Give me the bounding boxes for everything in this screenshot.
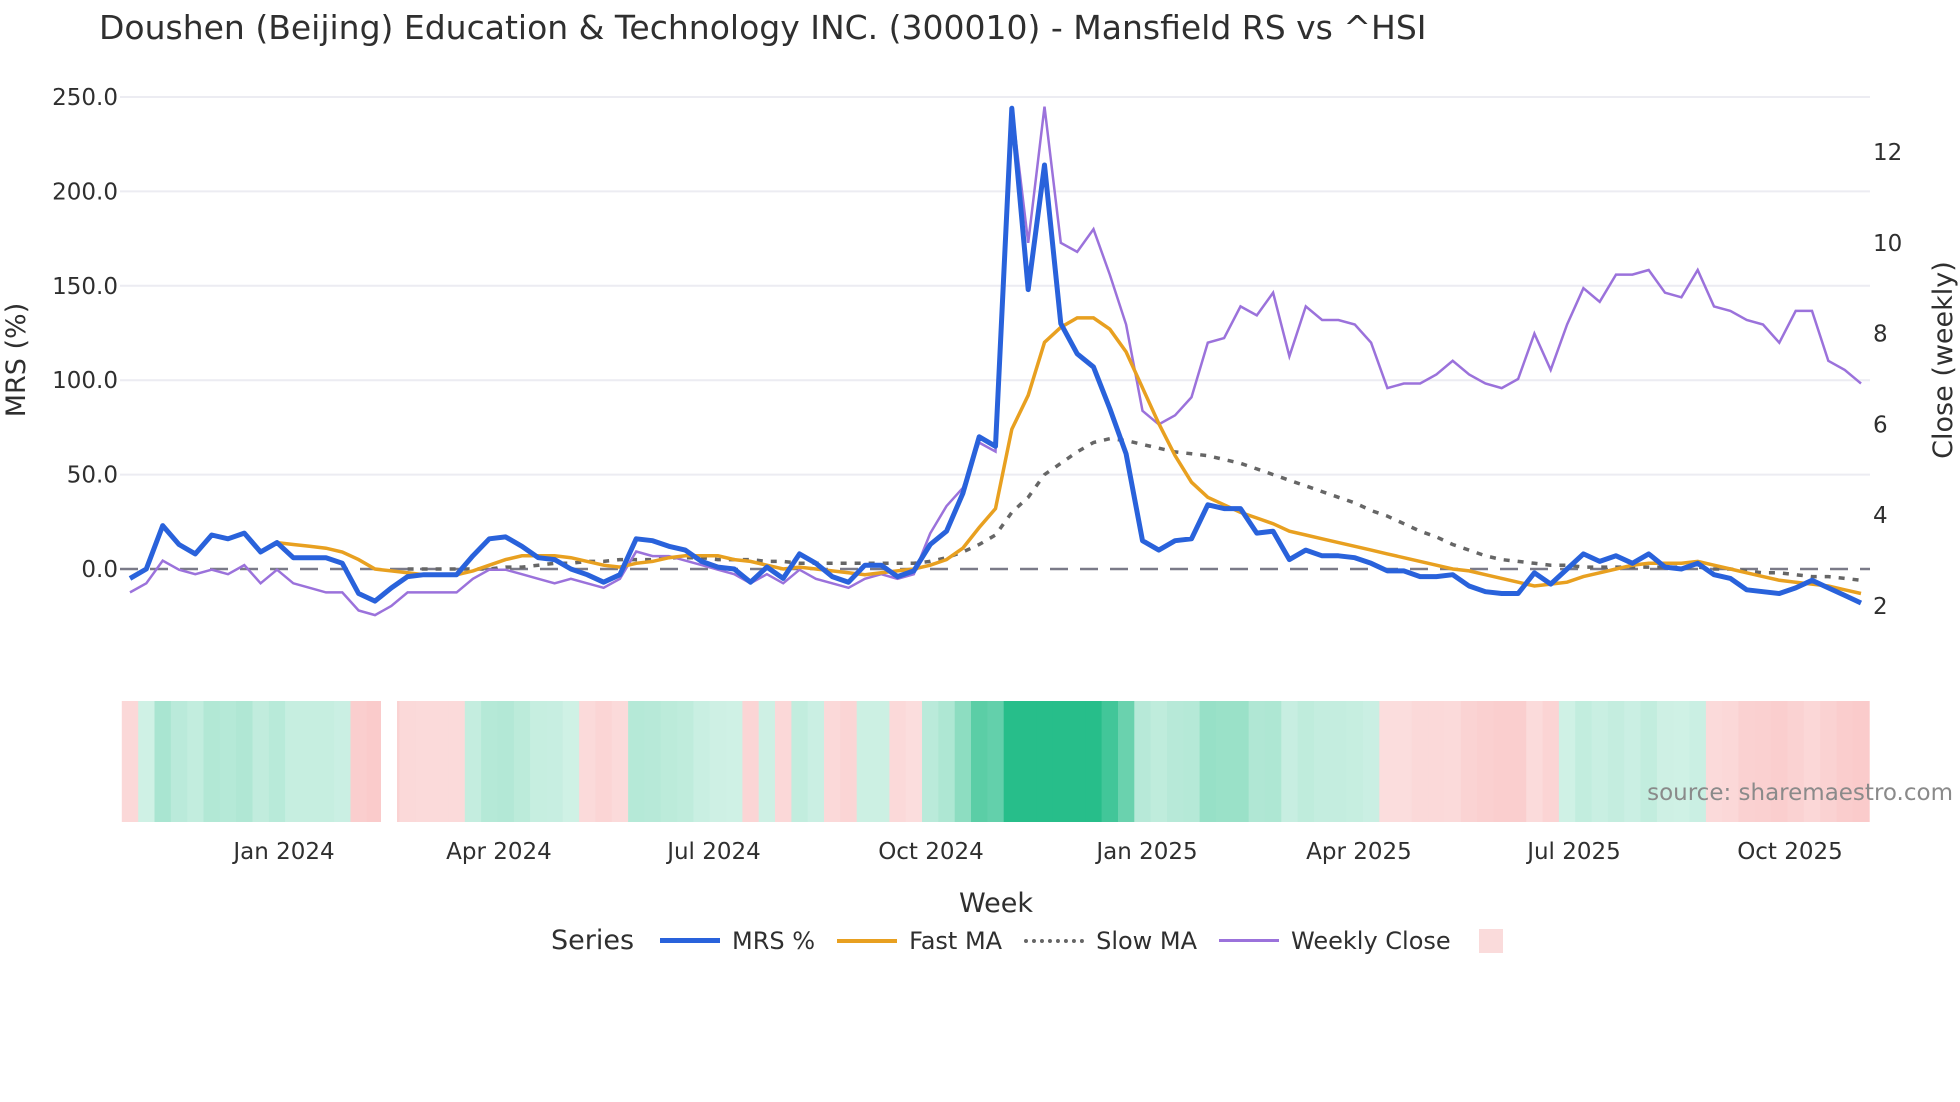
line-swatch-icon	[1219, 939, 1280, 942]
x-axis-title: Week	[959, 888, 1033, 919]
mrs-heatmap-band	[121, 700, 1870, 823]
y-tick-label: 100.0	[52, 368, 118, 394]
heat-swatch-icon	[1478, 928, 1503, 953]
x-tick-label: Jan 2024	[231, 839, 334, 865]
legend-item-mrs[interactable]: MRS %	[660, 927, 815, 955]
y2-tick-label: 10	[1873, 231, 1902, 257]
x-tick-label: Jul 2024	[665, 839, 761, 865]
gridlines	[120, 96, 1870, 476]
line-swatch-icon	[837, 938, 898, 943]
series-weekly-close	[129, 106, 1862, 617]
x-tick-label: Oct 2024	[878, 839, 984, 865]
legend-label: Weekly Close	[1291, 926, 1451, 955]
x-axis-ticks: Jan 2024 Apr 2024 Jul 2024 Oct 2024 Jan 2025…	[231, 839, 1842, 865]
y-tick-label: 250.0	[52, 85, 118, 111]
y-tick-label: 150.0	[52, 274, 118, 300]
x-tick-label: Jan 2025	[1094, 839, 1197, 865]
y-axis-ticks: 250.0 200.0 150.0 100.0 50.0 0.0	[52, 85, 118, 583]
source-label: source: sharemaestro.com	[1647, 780, 1953, 806]
legend-item-heatmap[interactable]	[1473, 928, 1503, 953]
series-lines	[128, 105, 1863, 617]
y2-axis-ticks: 12 10 8 6 4 2	[1873, 140, 1902, 620]
legend-item-weekly-close[interactable]: Weekly Close	[1219, 927, 1451, 955]
y2-tick-label: 4	[1873, 503, 1888, 529]
legend-title: Series	[551, 925, 635, 956]
x-tick-label: Jul 2025	[1525, 839, 1621, 865]
series-mrs-	[128, 105, 1863, 606]
y2-tick-label: 6	[1873, 412, 1888, 438]
y2-axis-title: Close (weekly)	[1928, 261, 1959, 459]
legend: Series MRS % Fast MA Slow MA Weekly Clos…	[551, 925, 1525, 956]
legend-item-slow-ma[interactable]: Slow MA	[1024, 927, 1197, 955]
legend-label: Fast MA	[909, 926, 1003, 955]
chart-title: Doushen (Beijing) Education & Technology…	[99, 8, 1427, 47]
y-tick-label: 200.0	[52, 179, 118, 205]
y-axis-title: MRS (%)	[1, 303, 32, 418]
y2-tick-label: 12	[1873, 140, 1902, 166]
y-tick-label: 50.0	[67, 463, 118, 489]
dotted-swatch-icon	[1024, 938, 1085, 943]
y2-tick-label: 8	[1873, 322, 1888, 348]
legend-label: Slow MA	[1096, 926, 1198, 955]
legend-item-fast-ma[interactable]: Fast MA	[837, 927, 1002, 955]
x-tick-label: Apr 2025	[1306, 839, 1412, 865]
x-tick-label: Oct 2025	[1737, 839, 1843, 865]
x-tick-label: Apr 2024	[446, 839, 552, 865]
y2-tick-label: 2	[1873, 594, 1888, 620]
y-tick-label: 0.0	[81, 557, 118, 583]
line-swatch-icon	[660, 938, 721, 943]
legend-label: MRS %	[732, 926, 816, 955]
